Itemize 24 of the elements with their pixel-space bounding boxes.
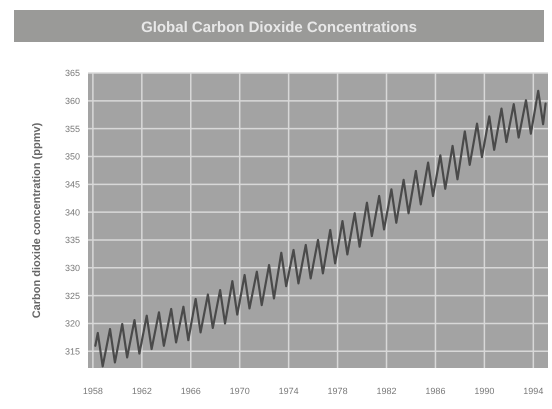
x-tick-label: 1962 [132, 386, 152, 396]
y-tick-label: 335 [64, 235, 80, 246]
y-tick-label: 355 [64, 124, 80, 134]
y-tick-label: 350 [64, 152, 80, 162]
y-tick-label: 345 [64, 179, 80, 190]
y-tick-label: 330 [64, 262, 80, 273]
y-tick-label: 320 [64, 318, 80, 329]
x-tick-label: 1982 [376, 386, 397, 396]
y-tick-label: 340 [64, 207, 80, 218]
x-tick-label: 1990 [474, 386, 494, 396]
y-axis-title: Carbon dioxide concentration (ppmv) [31, 122, 43, 318]
y-tick-label: 360 [64, 96, 80, 106]
x-tick-label: 1974 [278, 386, 299, 396]
y-tick-label: 315 [64, 346, 80, 356]
x-tick-label: 1958 [82, 386, 103, 396]
x-tick-label: 1978 [328, 386, 348, 396]
line-series [94, 90, 547, 368]
x-tick-label: 1970 [230, 386, 250, 396]
y-tick-label: 365 [64, 68, 80, 78]
x-tick-label: 1986 [425, 386, 446, 396]
chart-title: Global Carbon Dioxide Concentrations [141, 19, 417, 36]
y-tick-label: 325 [64, 290, 80, 301]
x-tick-label: 1966 [180, 386, 201, 396]
x-tick-label: 1994 [523, 386, 544, 396]
